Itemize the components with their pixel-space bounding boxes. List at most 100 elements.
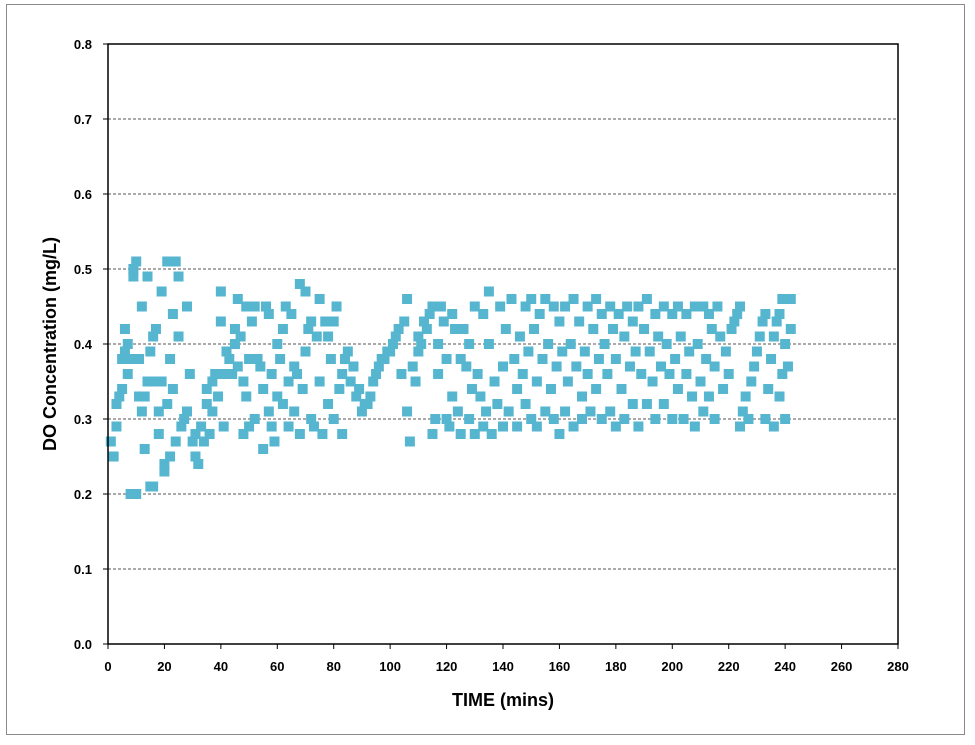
data-point: [577, 391, 587, 402]
y-tick-label: 0.3: [74, 412, 92, 427]
data-point: [134, 354, 145, 364]
data-point: [543, 339, 554, 349]
data-point: [461, 361, 472, 372]
data-point: [551, 361, 562, 372]
data-point: [540, 406, 551, 417]
data-point: [605, 406, 616, 417]
data-point: [780, 339, 791, 349]
data-point: [277, 324, 288, 334]
data-point: [283, 376, 294, 387]
data-point: [588, 324, 599, 334]
data-point: [633, 421, 644, 432]
data-point: [469, 429, 480, 439]
data-point: [472, 369, 483, 379]
data-point: [331, 301, 342, 312]
data-point: [517, 369, 528, 379]
data-point: [582, 369, 593, 379]
data-point: [644, 346, 655, 357]
data-point: [131, 256, 142, 267]
data-point: [433, 369, 444, 379]
data-point: [134, 391, 145, 402]
data-point: [215, 316, 226, 327]
data-point: [125, 489, 136, 499]
data-point: [187, 436, 198, 447]
data-point: [554, 429, 565, 439]
data-point: [520, 399, 531, 409]
data-point: [165, 354, 176, 364]
data-point: [218, 369, 229, 379]
data-point: [548, 301, 559, 312]
data-point: [148, 481, 159, 492]
data-point: [596, 414, 607, 424]
x-tick-label: 260: [831, 659, 853, 674]
data-point: [170, 436, 181, 447]
data-point: [548, 414, 559, 424]
data-point: [768, 421, 779, 432]
x-tick-label: 20: [157, 659, 171, 674]
data-point: [610, 354, 621, 364]
data-point: [509, 354, 520, 364]
data-point: [334, 384, 345, 394]
data-point: [255, 361, 266, 372]
data-point: [204, 429, 215, 439]
data-point: [328, 414, 339, 424]
data-point: [523, 346, 534, 357]
data-point: [526, 294, 537, 304]
data-point: [153, 406, 164, 417]
data-point: [723, 369, 734, 379]
data-point: [577, 414, 587, 424]
x-tick-label: 220: [718, 659, 740, 674]
data-point: [571, 361, 582, 372]
data-point: [258, 444, 269, 454]
y-tick-label: 0.4: [74, 337, 93, 352]
data-point: [356, 406, 367, 417]
data-point: [602, 369, 613, 379]
data-point: [294, 429, 305, 439]
data-point: [413, 346, 424, 357]
data-point: [294, 279, 305, 289]
data-point: [689, 421, 700, 432]
x-tick-label: 120: [436, 659, 458, 674]
data-point: [328, 316, 339, 327]
data-point: [560, 406, 571, 417]
data-point: [435, 301, 446, 312]
data-point: [119, 324, 130, 334]
data-point: [179, 414, 190, 424]
data-point: [150, 376, 161, 387]
data-point: [345, 376, 356, 387]
data-point: [306, 414, 317, 424]
data-point: [128, 271, 139, 282]
data-point: [314, 376, 325, 387]
data-point: [785, 294, 796, 304]
data-point: [596, 309, 607, 319]
data-point: [452, 406, 463, 417]
data-point: [746, 376, 757, 387]
data-point: [410, 376, 421, 387]
data-point: [342, 346, 353, 357]
data-point: [483, 286, 494, 297]
data-point: [771, 316, 782, 327]
data-point: [500, 324, 511, 334]
data-point: [636, 369, 647, 379]
data-point: [712, 301, 723, 312]
data-point: [774, 391, 785, 402]
data-point: [108, 451, 119, 462]
data-point: [585, 406, 596, 417]
y-axis-ticks: 0.0 0.1 0.2 0.3 0.4 0.5 0.6 0.7 0.8: [74, 37, 108, 652]
data-point: [658, 301, 669, 312]
data-point: [737, 406, 748, 417]
data-point: [740, 391, 751, 402]
data-point: [450, 324, 461, 334]
data-point: [252, 354, 263, 364]
data-point: [314, 294, 325, 304]
x-tick-label: 160: [549, 659, 571, 674]
data-point: [441, 414, 452, 424]
data-point: [466, 384, 477, 394]
data-point: [613, 309, 624, 319]
data-point: [173, 271, 184, 282]
data-point: [148, 331, 159, 342]
data-point: [661, 339, 672, 349]
data-point: [119, 346, 130, 357]
data-point: [444, 421, 455, 432]
data-point: [351, 391, 362, 402]
